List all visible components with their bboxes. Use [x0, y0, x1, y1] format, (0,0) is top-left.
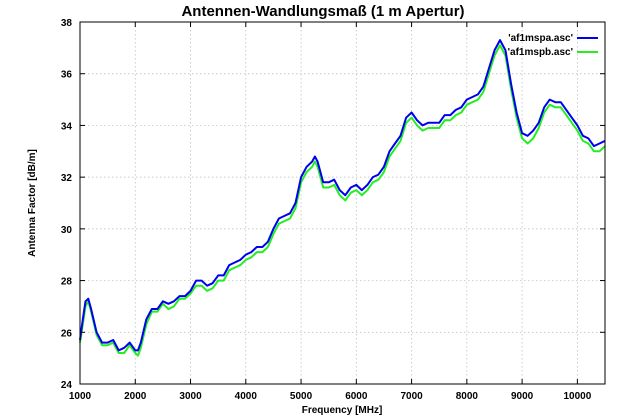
y-tick-label-32: 32 — [61, 173, 73, 184]
x-axis-label: Frequency [MHz] — [302, 405, 383, 416]
grid-lines — [79, 21, 605, 385]
axis-ticks — [79, 21, 605, 385]
legend-label-af1mspb: 'af1mspb.asc' — [508, 47, 573, 58]
y-tick-label-36: 36 — [61, 70, 73, 81]
legend: 'af1mspa.asc' 'af1mspb.asc' — [508, 33, 598, 58]
x-tick-label-7000: 7000 — [400, 391, 423, 402]
y-tick-label-28: 28 — [61, 277, 73, 288]
x-tick-label-8000: 8000 — [456, 391, 479, 402]
x-tick-label-6000: 6000 — [345, 391, 368, 402]
x-tick-label-2000: 2000 — [124, 391, 147, 402]
x-tick-label-9000: 9000 — [511, 391, 534, 402]
y-tick-labels: 24 26 28 30 32 34 36 38 — [61, 18, 73, 391]
legend-label-af1mspa: 'af1mspa.asc' — [508, 33, 573, 44]
x-tick-label-5000: 5000 — [290, 391, 313, 402]
x-tick-label-4000: 4000 — [235, 391, 258, 402]
plot-frame — [79, 21, 606, 385]
series-line-0 — [79, 39, 606, 352]
y-tick-label-26: 26 — [61, 328, 73, 339]
x-tick-label-1000: 1000 — [69, 391, 92, 402]
y-tick-label-38: 38 — [61, 18, 73, 29]
series-line-1 — [79, 44, 606, 357]
y-tick-label-30: 30 — [61, 225, 73, 236]
x-tick-label-10000: 10000 — [563, 391, 591, 402]
y-tick-label-34: 34 — [61, 121, 73, 132]
x-tick-label-3000: 3000 — [179, 391, 202, 402]
series-lines — [79, 39, 606, 357]
chart-title: Antennen-Wandlungsmaß (1 m Apertur) — [181, 3, 464, 20]
y-axis-label: Antenna Factor [dB/m] — [27, 149, 38, 257]
y-tick-label-24: 24 — [61, 380, 73, 391]
x-tick-labels: 1000 2000 3000 4000 5000 6000 7000 8000 9000 1000… — [69, 391, 592, 402]
